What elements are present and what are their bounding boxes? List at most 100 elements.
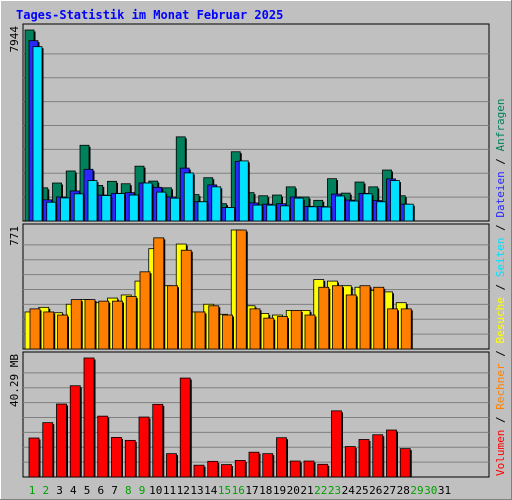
bar-volumen-day-22 bbox=[317, 463, 329, 478]
bar-seiten-day-2 bbox=[46, 201, 57, 222]
bar-volumen-day-27 bbox=[386, 429, 397, 478]
bar-volumen-day-15 bbox=[221, 464, 232, 478]
x-tick-label: 28 bbox=[397, 484, 410, 497]
bar-volumen-day-11 bbox=[166, 453, 177, 478]
bar-rechner-day-7 bbox=[112, 300, 123, 350]
x-tick-label: 23 bbox=[328, 484, 341, 497]
bar-volumen-day-9 bbox=[138, 416, 150, 478]
right-legend-part: Seiten bbox=[494, 238, 507, 278]
x-tick-label: 18 bbox=[259, 484, 272, 497]
x-tick-label: 12 bbox=[177, 484, 190, 497]
bar-seiten-day-27 bbox=[390, 180, 400, 222]
bar-seiten-day-16 bbox=[238, 160, 249, 222]
bar-seiten-day-20 bbox=[293, 197, 304, 222]
x-tick-label: 25 bbox=[355, 484, 368, 497]
bar-rechner-day-21 bbox=[304, 314, 316, 350]
right-legend-part: Volumen bbox=[494, 430, 507, 476]
x-tick-label: 15 bbox=[218, 484, 231, 497]
bar-rechner-day-10 bbox=[153, 237, 165, 350]
bar-rechner-day-19 bbox=[277, 316, 288, 350]
bar-volumen-day-3 bbox=[56, 403, 67, 478]
bar-rechner-day-2 bbox=[43, 311, 55, 350]
x-tick-label: 8 bbox=[125, 484, 132, 497]
x-axis-band bbox=[23, 480, 489, 497]
bar-rechner-day-26 bbox=[373, 286, 385, 350]
panel-3: 40.29 MB bbox=[8, 351, 490, 478]
x-tick-label: 19 bbox=[273, 484, 286, 497]
bar-seiten-day-28 bbox=[403, 203, 414, 222]
panel-max-label: 771 bbox=[8, 226, 21, 246]
bar-rechner-day-6 bbox=[98, 300, 110, 350]
bar-rechner-day-28 bbox=[400, 308, 412, 350]
bar-seiten-day-21 bbox=[307, 206, 318, 222]
bar-seiten-day-15 bbox=[225, 207, 235, 222]
right-legend-part: / bbox=[494, 344, 507, 364]
bar-seiten-day-25 bbox=[362, 193, 373, 222]
x-tick-label: 1 bbox=[29, 484, 36, 497]
x-tick-label: 22 bbox=[314, 484, 327, 497]
x-tick-label: 14 bbox=[204, 484, 218, 497]
bar-volumen-day-16 bbox=[234, 460, 246, 478]
right-legend-part: Besuche bbox=[494, 297, 507, 343]
x-tick-label: 4 bbox=[70, 484, 77, 497]
bar-volumen-day-24 bbox=[344, 446, 356, 478]
x-tick-label: 5 bbox=[84, 484, 91, 497]
bar-rechner-day-15 bbox=[222, 314, 233, 350]
panel-max-label: 40.29 MB bbox=[8, 354, 21, 407]
bar-volumen-day-19 bbox=[276, 437, 287, 478]
x-tick-label: 9 bbox=[139, 484, 146, 497]
bar-seiten-day-19 bbox=[280, 205, 290, 222]
x-tick-label: 11 bbox=[163, 484, 176, 497]
bar-rechner-day-14 bbox=[208, 305, 220, 350]
bar-volumen-day-26 bbox=[372, 434, 384, 478]
x-tick-label: 13 bbox=[190, 484, 203, 497]
bar-rechner-day-1 bbox=[29, 308, 41, 350]
bar-rechner-day-25 bbox=[359, 285, 371, 350]
bar-volumen-day-25 bbox=[358, 439, 370, 478]
bar-seiten-day-5 bbox=[87, 180, 98, 222]
panel-1: 7944 bbox=[8, 23, 490, 222]
bar-seiten-day-12 bbox=[183, 172, 194, 222]
bar-seiten-day-8 bbox=[128, 194, 139, 222]
bar-volumen-day-20 bbox=[289, 460, 301, 478]
chart-panels: 7944 771 40.29 MB bbox=[8, 23, 490, 478]
right-legend-part: / bbox=[494, 151, 507, 171]
right-axis-legend: Volumen / Rechner / Besuche / Seiten / D… bbox=[494, 98, 507, 476]
x-tick-label: 21 bbox=[300, 484, 313, 497]
right-legend-part: / bbox=[494, 218, 507, 238]
x-tick-label: 24 bbox=[342, 484, 356, 497]
x-tick-label: 27 bbox=[383, 484, 396, 497]
bar-rechner-day-8 bbox=[125, 296, 137, 350]
bar-rechner-day-22 bbox=[318, 286, 330, 350]
bar-rechner-day-17 bbox=[249, 308, 261, 350]
bar-seiten-day-23 bbox=[335, 195, 345, 222]
bar-volumen-day-1 bbox=[28, 437, 40, 478]
x-tick-label: 26 bbox=[369, 484, 382, 497]
bar-volumen-day-13 bbox=[193, 464, 205, 478]
x-tick-label: 3 bbox=[56, 484, 63, 497]
bar-volumen-day-21 bbox=[303, 460, 315, 478]
bar-volumen-day-5 bbox=[83, 357, 95, 478]
bar-rechner-day-16 bbox=[235, 229, 247, 350]
bar-seiten-day-26 bbox=[376, 201, 387, 222]
x-tick-label: 2 bbox=[42, 484, 49, 497]
bar-volumen-day-4 bbox=[69, 385, 81, 478]
bar-rechner-day-4 bbox=[70, 299, 82, 350]
bar-rechner-day-24 bbox=[345, 294, 357, 350]
panel-max-label: 7944 bbox=[8, 26, 21, 53]
x-tick-label: 16 bbox=[232, 484, 245, 497]
bar-rechner-day-9 bbox=[139, 271, 151, 350]
bar-volumen-day-10 bbox=[152, 403, 164, 478]
x-tick-label: 7 bbox=[111, 484, 118, 497]
bar-volumen-day-28 bbox=[399, 448, 411, 478]
bar-rechner-day-12 bbox=[180, 249, 192, 350]
right-legend-part: Dateien bbox=[494, 171, 507, 217]
x-tick-label: 30 bbox=[424, 484, 437, 497]
right-legend-part: Rechner bbox=[494, 363, 507, 410]
bar-seiten-day-11 bbox=[170, 197, 180, 222]
x-tick-label: 10 bbox=[149, 484, 162, 497]
bar-volumen-day-2 bbox=[42, 422, 54, 478]
x-tick-label: 29 bbox=[410, 484, 423, 497]
bar-rechner-day-13 bbox=[194, 311, 206, 350]
